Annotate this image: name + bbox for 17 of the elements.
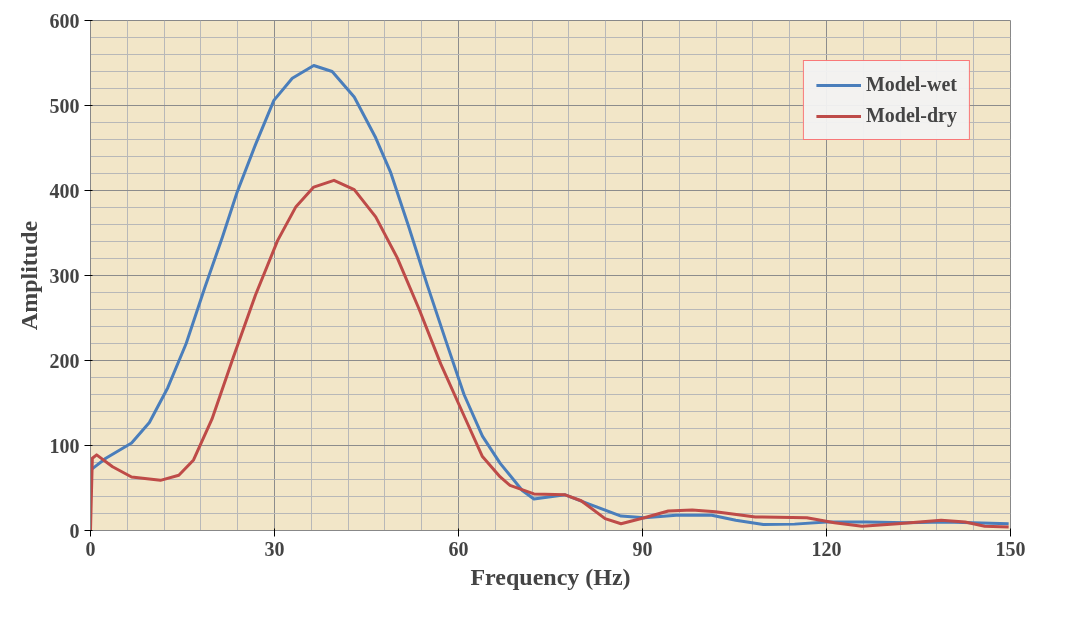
x-axis-title: Frequency (Hz) <box>470 563 631 590</box>
x-tick-label: 150 <box>995 537 1026 560</box>
y-tick-label: 300 <box>49 264 80 287</box>
x-tick-label: 120 <box>811 537 842 560</box>
y-tick-label: 400 <box>49 179 80 202</box>
y-tick-label: 200 <box>49 349 80 372</box>
y-tick-label: 600 <box>49 9 80 32</box>
legend-label: Model-wet <box>865 73 957 96</box>
y-axis-title: Amplitude <box>15 220 42 331</box>
x-tick-label: 30 <box>264 537 285 560</box>
x-tick-label: 90 <box>632 537 653 560</box>
y-tick-label: 100 <box>49 434 80 457</box>
x-tick-label: 0 <box>85 537 96 560</box>
legend-label: Model-dry <box>865 104 957 127</box>
x-tick-label: 60 <box>448 537 469 560</box>
y-tick-label: 0 <box>69 519 80 542</box>
y-tick-label: 500 <box>49 94 80 117</box>
